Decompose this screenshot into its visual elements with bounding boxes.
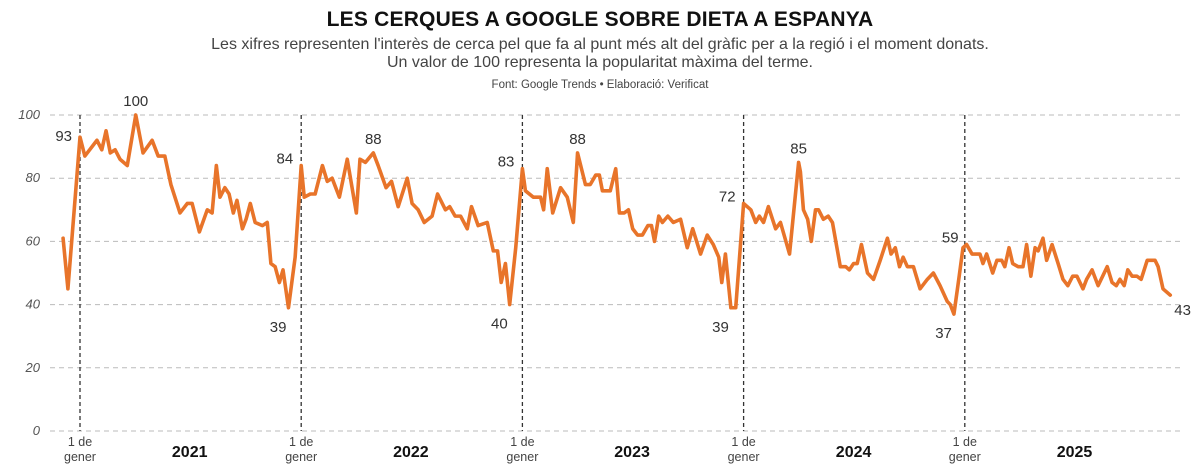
data-label: 93 [55,128,72,145]
chart-subtitle-line-1: Les xifres representen l'interès de cerc… [211,36,989,53]
data-label: 88 [569,131,586,148]
y-tick-label: 100 [18,107,40,122]
year-label: 2024 [836,444,872,461]
data-label: 59 [942,230,959,247]
year-start-label: 1 de gener [728,435,760,464]
data-label: 40 [491,316,508,333]
year-start-label: 1 de gener [506,435,538,464]
year-label: 2025 [1057,444,1093,461]
chart-subtitle-line-2: Un valor de 100 representa la popularita… [387,54,813,71]
data-label: 100 [123,93,148,110]
data-label: 84 [277,151,294,168]
year-label: 2021 [172,444,208,461]
data-label: 83 [498,154,515,171]
y-tick-label: 80 [26,170,41,185]
data-label: 72 [719,188,736,205]
chart-title: LES CERQUES A GOOGLE SOBRE DIETA A ESPAN… [326,8,874,31]
year-start-label: 1 de gener [285,435,317,464]
y-tick-label: 60 [26,233,41,248]
year-start-label: 1 de gener [949,435,981,464]
year-start-label: 1 de gener [64,435,96,464]
data-line [61,113,1173,316]
y-tick-label: 0 [33,423,41,438]
data-label: 43 [1174,302,1191,319]
data-label: 88 [365,131,382,148]
data-label: 39 [270,319,287,336]
data-label: 37 [935,325,952,342]
data-label: 39 [712,319,729,336]
y-tick-label: 20 [25,360,41,375]
data-label: 85 [790,140,807,157]
year-label: 2023 [614,444,650,461]
year-label: 2022 [393,444,429,461]
chart-source: Font: Google Trends • Elaboració: Verifi… [491,79,709,91]
y-tick-label: 40 [26,297,41,312]
